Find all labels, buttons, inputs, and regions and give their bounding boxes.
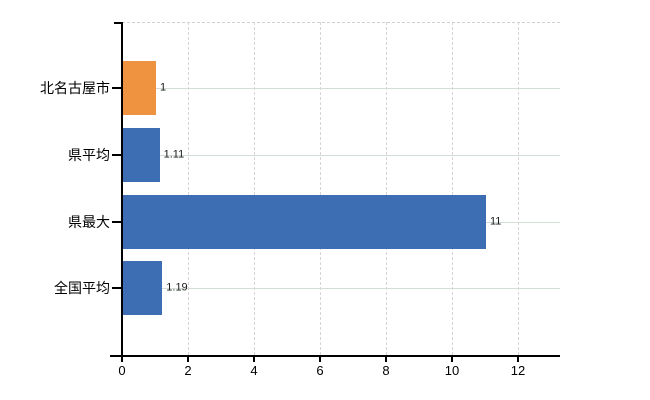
- vertical-gridline: [188, 22, 189, 355]
- bar: [123, 61, 156, 115]
- category-tick: [112, 220, 122, 223]
- category-tick: [112, 154, 122, 156]
- x-tick-label: 2: [184, 363, 192, 378]
- bar: [123, 261, 163, 315]
- x-axis-tick: [319, 357, 321, 362]
- value-label: 1: [160, 81, 167, 94]
- x-tick-label: 4: [250, 363, 258, 378]
- x-axis-line: [110, 355, 560, 357]
- horizontal-gridline: [123, 88, 560, 89]
- value-label: 1.19: [166, 281, 188, 294]
- category-label: 県最大: [68, 213, 110, 230]
- x-tick-label: 10: [444, 363, 460, 378]
- value-label: 11: [490, 215, 502, 227]
- x-tick-label: 8: [382, 363, 390, 378]
- x-axis-tick: [253, 357, 255, 362]
- y-axis-line: [121, 22, 123, 357]
- value-label: 1.11: [163, 148, 185, 161]
- category-label: 全国平均: [54, 280, 110, 296]
- vertical-gridline: [320, 22, 321, 355]
- bar: [123, 194, 486, 249]
- horizontal-gridline: [123, 155, 560, 156]
- category-label: 県平均: [68, 147, 110, 163]
- plot-top-border: [122, 22, 560, 23]
- y-axis-top-tick: [114, 22, 122, 24]
- horizontal-gridline: [123, 288, 560, 289]
- vertical-gridline: [386, 22, 387, 355]
- x-axis-tick: [121, 357, 123, 362]
- vertical-gridline: [254, 22, 255, 355]
- x-tick-label: 6: [316, 363, 324, 378]
- x-axis-tick: [187, 357, 189, 362]
- category-label: 北名古屋市: [40, 80, 110, 96]
- x-axis-tick: [385, 357, 387, 362]
- x-axis-tick: [451, 357, 453, 362]
- vertical-gridline: [518, 22, 519, 355]
- x-tick-label: 0: [118, 363, 126, 378]
- bar: [123, 128, 160, 182]
- category-tick: [112, 287, 122, 289]
- x-axis-tick: [517, 357, 519, 362]
- category-tick: [112, 87, 122, 89]
- x-tick-label: 12: [510, 363, 526, 378]
- vertical-gridline: [452, 22, 453, 355]
